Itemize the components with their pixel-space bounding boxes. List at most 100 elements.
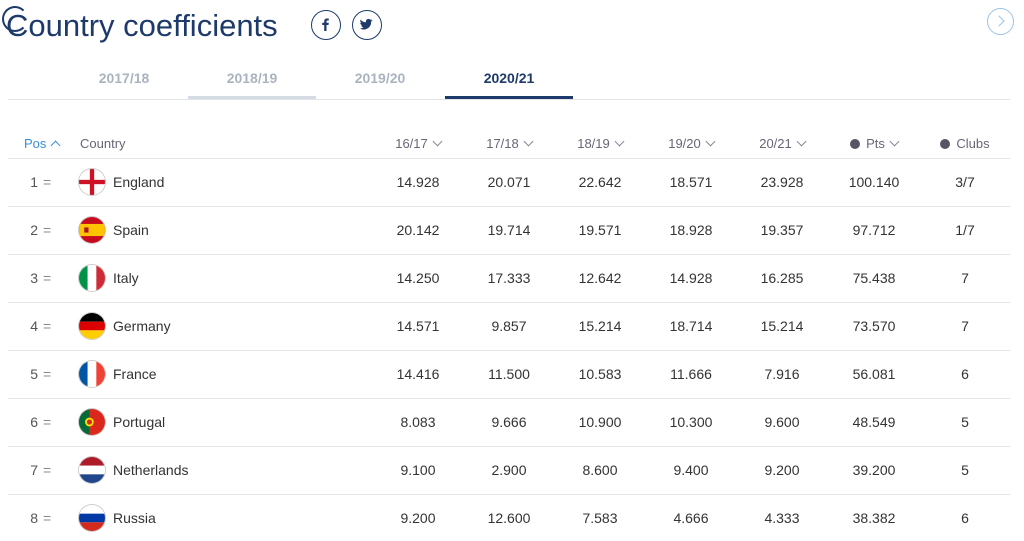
year-tab[interactable]: 2019/20 xyxy=(354,70,406,86)
row-divider xyxy=(8,494,1010,495)
coefficient-value: 19.357 xyxy=(760,222,804,238)
row-divider xyxy=(8,446,1010,447)
position-change: = xyxy=(43,414,52,430)
facebook-button[interactable] xyxy=(311,10,341,40)
column-header[interactable]: Pts xyxy=(824,136,924,151)
coefficient-value: 19.714 xyxy=(487,222,531,238)
coefficient-value: 97.712 xyxy=(852,222,896,238)
coefficient-value: 75.438 xyxy=(852,270,896,286)
next-arrow xyxy=(993,15,1005,27)
position-change: = xyxy=(43,510,52,526)
coefficient-value: 7 xyxy=(961,318,969,334)
sort-icon xyxy=(796,136,807,147)
column-header-label: 19/20 xyxy=(668,136,701,151)
country-flag xyxy=(79,217,105,243)
coefficient-value: 14.928 xyxy=(396,174,440,190)
row-divider xyxy=(8,302,1010,303)
coefficient-value: 14.250 xyxy=(396,270,440,286)
coefficient-value: 11.500 xyxy=(488,366,530,382)
next-button[interactable] xyxy=(987,8,1014,35)
twitter-button[interactable] xyxy=(352,10,382,40)
country-name[interactable]: Netherlands xyxy=(113,462,189,478)
position: 1 xyxy=(30,174,38,190)
coefficient-value: 12.600 xyxy=(487,510,531,526)
column-header-label: Country xyxy=(80,136,126,151)
coefficient-value: 48.549 xyxy=(852,414,896,430)
coefficient-value: 15.214 xyxy=(578,318,622,334)
coefficient-value: 4.333 xyxy=(764,510,800,526)
coefficient-value: 9.200 xyxy=(764,462,800,478)
coefficient-value: 9.600 xyxy=(764,414,800,430)
country-name[interactable]: Germany xyxy=(113,318,171,334)
column-header-label: 20/21 xyxy=(759,136,792,151)
coefficient-value: 7.583 xyxy=(582,510,618,526)
year-tab[interactable]: 2017/18 xyxy=(98,70,150,86)
position-change: = xyxy=(43,318,52,334)
country-name[interactable]: Russia xyxy=(113,510,156,526)
position: 8 xyxy=(30,510,38,526)
position-change: = xyxy=(43,174,52,190)
country-flag xyxy=(79,457,105,483)
coefficient-value: 5 xyxy=(961,462,969,478)
column-header[interactable]: 16/17 xyxy=(368,136,468,151)
position-change: = xyxy=(43,270,52,286)
sort-icon xyxy=(432,136,443,147)
flag-image xyxy=(79,313,105,339)
sort-icon xyxy=(705,136,716,147)
coefficient-value: 23.928 xyxy=(760,174,804,190)
year-tab[interactable]: 2018/19 xyxy=(188,70,316,99)
sort-icon xyxy=(614,136,625,147)
country-name[interactable]: France xyxy=(113,366,157,382)
country-name[interactable]: Portugal xyxy=(113,414,166,430)
coefficient-value: 4.666 xyxy=(673,510,709,526)
row-divider xyxy=(8,350,1010,351)
info-icon xyxy=(940,138,951,149)
column-header-label: 18/19 xyxy=(577,136,610,151)
coefficient-value: 5 xyxy=(961,414,969,430)
flag-image xyxy=(79,361,105,387)
column-header[interactable]: 19/20 xyxy=(641,136,741,151)
coefficient-value: 15.214 xyxy=(760,318,804,334)
sort-up-icon xyxy=(50,140,61,151)
twitter-icon xyxy=(359,18,373,30)
page-title: Country coefficients xyxy=(6,8,278,43)
position: 6 xyxy=(30,414,38,430)
coefficient-value: 7 xyxy=(961,270,969,286)
header-divider xyxy=(8,158,1010,159)
coefficient-value: 6 xyxy=(961,510,969,526)
column-header[interactable]: 18/19 xyxy=(550,136,650,151)
coefficient-value: 12.642 xyxy=(578,270,622,286)
year-tab[interactable]: 2020/21 xyxy=(445,70,573,99)
country-flag xyxy=(79,361,105,387)
coefficient-value: 18.571 xyxy=(669,174,713,190)
coefficient-value: 20.142 xyxy=(396,222,440,238)
facebook-icon xyxy=(322,18,329,31)
coefficient-value: 2.900 xyxy=(491,462,527,478)
column-header-label: 16/17 xyxy=(395,136,428,151)
column-header[interactable]: Clubs xyxy=(915,136,1015,151)
column-header[interactable]: 20/21 xyxy=(732,136,832,151)
coefficient-value: 11.666 xyxy=(670,366,712,382)
column-header[interactable]: Country xyxy=(80,136,126,151)
country-name[interactable]: Italy xyxy=(113,270,139,286)
column-header-label: Pts xyxy=(866,136,885,151)
country-name[interactable]: England xyxy=(113,174,165,190)
coefficient-value: 19.571 xyxy=(578,222,622,238)
coefficient-value: 16.285 xyxy=(760,270,804,286)
column-header[interactable]: 17/18 xyxy=(459,136,559,151)
column-header[interactable]: Pos xyxy=(24,136,61,151)
coefficient-value: 8.600 xyxy=(582,462,618,478)
coefficient-value: 20.071 xyxy=(487,174,531,190)
sort-icon xyxy=(889,136,900,147)
coefficient-value: 38.382 xyxy=(852,510,896,526)
coefficient-value: 14.928 xyxy=(669,270,713,286)
coefficient-value: 22.642 xyxy=(578,174,622,190)
coefficient-value: 7.916 xyxy=(764,366,800,382)
coefficient-value: 17.333 xyxy=(487,270,531,286)
info-icon xyxy=(850,138,861,149)
country-name[interactable]: Spain xyxy=(113,222,149,238)
coefficient-value: 10.583 xyxy=(578,366,622,382)
coefficient-value: 18.714 xyxy=(669,318,713,334)
position-change: = xyxy=(43,366,52,382)
back-icon[interactable] xyxy=(2,6,28,32)
